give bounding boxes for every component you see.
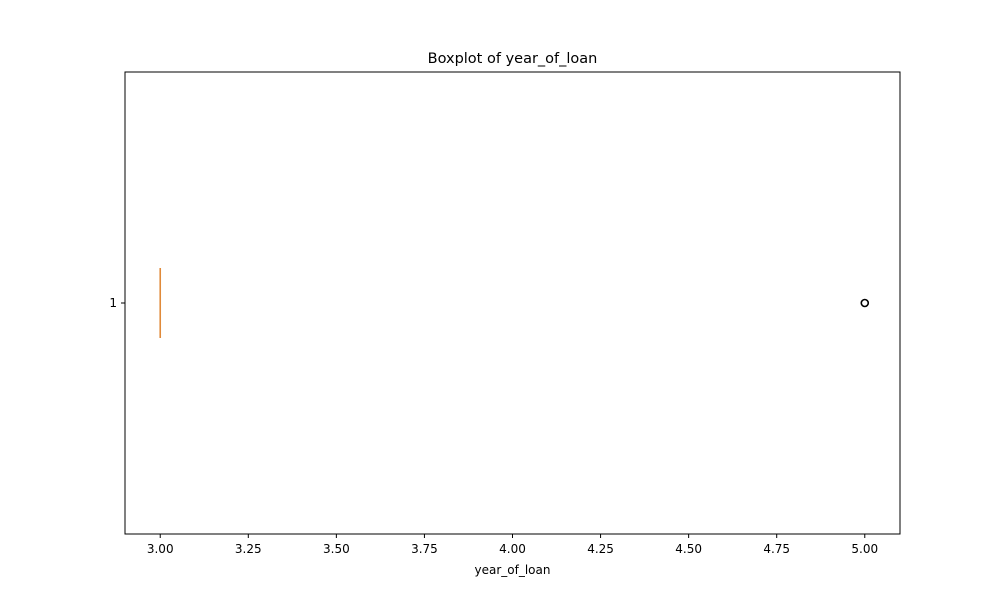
- y-tick-label: 1: [109, 296, 117, 310]
- x-tick-label: 4.00: [499, 542, 526, 556]
- x-tick-label: 3.50: [323, 542, 350, 556]
- x-axis-label: year_of_loan: [475, 563, 551, 577]
- x-tick-label: 4.75: [763, 542, 790, 556]
- x-tick-label: 5.00: [851, 542, 878, 556]
- x-tick-label: 3.75: [411, 542, 438, 556]
- plot-marks: [159, 268, 870, 338]
- outlier-point: [860, 298, 870, 308]
- y-axis-ticks: 1: [109, 296, 125, 310]
- x-tick-label: 3.25: [235, 542, 262, 556]
- x-tick-label: 4.25: [587, 542, 614, 556]
- x-tick-label: 3.00: [147, 542, 174, 556]
- chart-title: Boxplot of year_of_loan: [428, 51, 598, 67]
- x-axis-ticks: 3.00 3.25 3.50 3.75 4.00 4.25 4.50 4.75 5.00: [147, 534, 878, 556]
- x-tick-label: 4.50: [675, 542, 702, 556]
